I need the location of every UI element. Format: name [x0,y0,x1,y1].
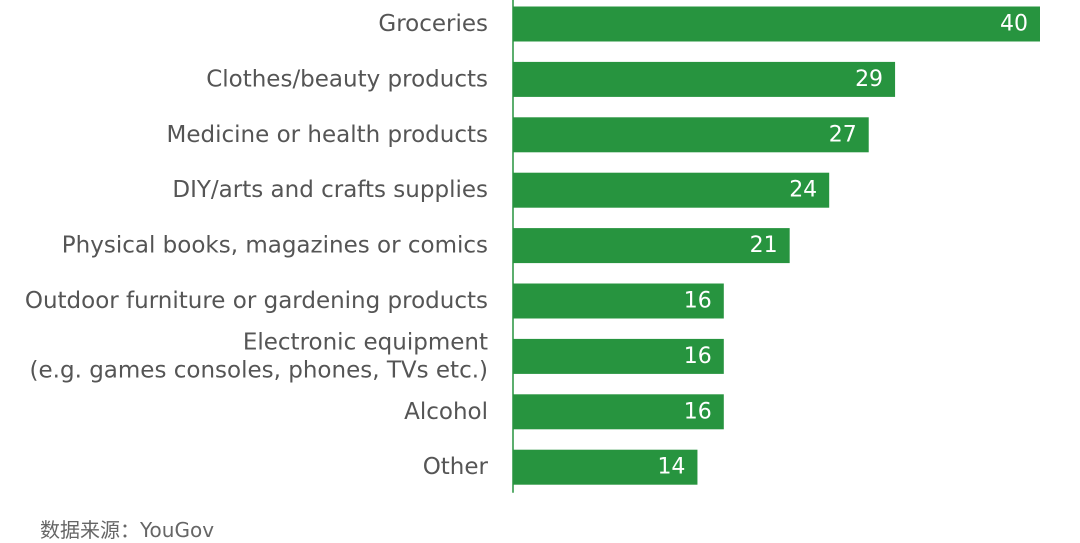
data-label: 29 [855,67,883,92]
category-label: Electronic equipment (e.g. games consoles… [30,329,488,383]
category-label-line: Alcohol [404,399,488,425]
bar [513,172,830,208]
data-label: 21 [750,233,778,258]
data-label: 16 [684,399,712,424]
bar [513,228,790,264]
category-label: Medicine or health products [167,122,488,148]
category-label: Alcohol [404,399,488,425]
data-label: 27 [829,122,857,147]
category-label: DIY/arts and crafts supplies [172,177,488,203]
category-label-line: Physical books, magazines or comics [62,233,488,259]
data-label: 16 [684,344,712,369]
bar [513,394,724,430]
category-label-line: Outdoor furniture or gardening products [25,288,488,314]
bar-chart: 40 Groceries 29 Clothes/beauty products 27 Me… [25,0,1040,493]
data-label: 24 [789,178,817,203]
bar [513,6,1040,42]
category-label: Other [423,454,489,480]
category-label-line: Electronic equipment [243,329,488,355]
category-label-line: (e.g. games consoles, phones, TVs etc.) [30,357,488,383]
bar [513,61,896,97]
category-label-line: Clothes/beauty products [206,66,488,92]
category-label: Outdoor furniture or gardening products [25,288,488,314]
bar [513,283,724,319]
category-label-line: Groceries [378,11,488,37]
category-label: Groceries [378,11,488,37]
source-note: 数据来源：YouGov [40,518,215,542]
data-label: 40 [1000,12,1028,37]
data-label: 14 [657,455,685,480]
bar [513,117,869,153]
category-label: Physical books, magazines or comics [62,233,488,259]
bar [513,338,724,374]
bar [513,449,698,485]
data-label: 16 [684,289,712,314]
category-label: Clothes/beauty products [206,66,488,92]
category-label-line: Other [423,454,489,480]
category-label-line: Medicine or health products [167,122,488,148]
category-label-line: DIY/arts and crafts supplies [172,177,488,203]
